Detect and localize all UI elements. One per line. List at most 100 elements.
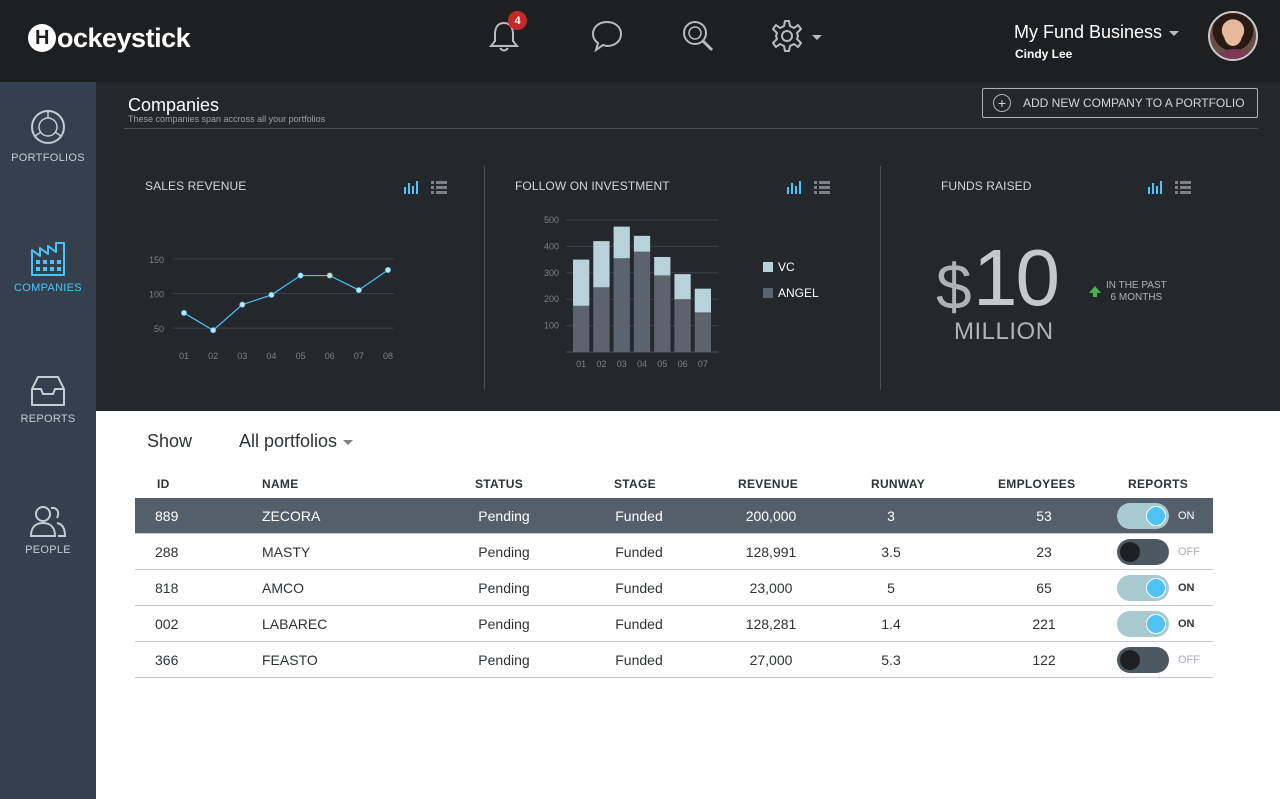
follow-y-tick-label: 100: [544, 321, 559, 331]
sales-point: [326, 272, 333, 279]
follow-y-tick-label: 500: [544, 215, 559, 225]
funds-raised-title: FUNDS RAISED: [941, 179, 1032, 193]
cell-status: Pending: [478, 544, 530, 560]
cell-name: ZECORA: [262, 508, 321, 524]
legend-item-vc: VC: [763, 260, 819, 274]
follow-view-toggles: [786, 180, 831, 194]
cell-revenue: 128,281: [745, 616, 797, 632]
settings-chevron-down-icon[interactable]: [812, 35, 822, 40]
reports-toggle[interactable]: [1117, 503, 1169, 529]
avatar[interactable]: [1208, 11, 1258, 61]
reports-toggle-label: ON: [1178, 582, 1195, 594]
sidebar-label-reports: REPORTS: [20, 413, 76, 425]
sidebar-label-people: PEOPLE: [25, 544, 71, 556]
toggle-knob: [1120, 542, 1140, 562]
cell-stage: Funded: [615, 544, 663, 560]
funds-currency: $: [936, 251, 972, 323]
follow-investment-chart: 100 200 300 400 500 01 02 03 04 05 06 07: [544, 215, 718, 369]
cell-status: Pending: [478, 652, 530, 668]
table-row[interactable]: 818 AMCO Pending Funded 23,000 5 65 ON: [135, 570, 1213, 606]
avatar-face: [1224, 24, 1242, 46]
table-row[interactable]: 288 MASTY Pending Funded 128,991 3.5 23 OFF: [135, 534, 1213, 570]
cell-runway: 3: [887, 508, 895, 524]
chevron-down-icon: [343, 439, 354, 445]
follow-x-tick-label: 04: [637, 359, 647, 369]
cell-stage: Funded: [615, 508, 663, 524]
follow-bar-angel: [694, 312, 711, 352]
column-header-reports[interactable]: REPORTS: [1128, 477, 1189, 491]
follow-bar-vc: [593, 241, 610, 288]
sales-view-toggles: [403, 180, 448, 194]
column-header-name[interactable]: NAME: [262, 477, 299, 491]
bar-chart-icon[interactable]: [403, 180, 421, 194]
sidebar-item-portfolios[interactable]: PORTFOLIOS: [0, 108, 96, 164]
gear-icon: [772, 20, 802, 52]
column-header-revenue[interactable]: REVENUE: [738, 477, 799, 491]
cell-employees: 65: [1036, 580, 1052, 596]
cell-revenue: 27,000: [749, 652, 793, 668]
list-icon[interactable]: [430, 180, 448, 194]
column-header-runway[interactable]: RUNWAY: [871, 477, 926, 491]
cell-id: 889: [155, 508, 179, 524]
legend-swatch-angel: [763, 288, 773, 298]
sales-revenue-title: SALES REVENUE: [145, 179, 247, 193]
sidebar-label-portfolios: PORTFOLIOS: [11, 152, 85, 164]
cell-revenue: 128,991: [745, 544, 797, 560]
sidebar-item-companies[interactable]: COMPANIES: [0, 242, 96, 294]
follow-y-tick-label: 200: [544, 294, 559, 304]
follow-x-tick-label: 07: [698, 359, 708, 369]
list-icon[interactable]: [813, 180, 831, 194]
sales-x-tick-label: 02: [208, 351, 218, 361]
search-icon: [683, 21, 714, 52]
trend-up-icon-stem: [1093, 292, 1097, 297]
messages-button[interactable]: [589, 18, 625, 54]
follow-x-tick-label: 02: [596, 359, 606, 369]
user-name: Cindy Lee: [1015, 47, 1073, 61]
logo-text: ockeystick: [57, 22, 191, 53]
bar-chart-icon[interactable]: [1147, 180, 1165, 194]
add-company-button[interactable]: + ADD NEW COMPANY TO A PORTFOLIO: [982, 88, 1258, 118]
sidebar-item-people[interactable]: PEOPLE: [0, 504, 96, 556]
cell-employees: 122: [1032, 652, 1056, 668]
reports-toggle[interactable]: [1117, 611, 1169, 637]
reports-toggle[interactable]: [1117, 539, 1169, 565]
bar-chart-icon[interactable]: [786, 180, 804, 194]
follow-bar-angel: [633, 251, 651, 352]
cell-id: 002: [155, 616, 179, 632]
sales-y-tick-label: 150: [149, 255, 164, 265]
account-chevron-down-icon[interactable]: [1169, 31, 1179, 36]
cell-name: FEASTO: [262, 652, 318, 668]
portfolio-select[interactable]: All portfolios: [239, 431, 354, 452]
reports-toggle[interactable]: [1117, 647, 1169, 673]
notifications-button[interactable]: 4: [486, 11, 527, 54]
list-icon[interactable]: [1174, 180, 1192, 194]
column-header-stage[interactable]: STAGE: [614, 477, 656, 491]
search-button[interactable]: [680, 18, 716, 54]
column-header-employees[interactable]: EMPLOYEES: [998, 477, 1076, 491]
follow-bar-angel: [593, 287, 610, 352]
cell-status: Pending: [478, 580, 530, 596]
chat-icon: [591, 20, 623, 53]
column-header-status[interactable]: STATUS: [475, 477, 524, 491]
follow-x-tick-label: 06: [678, 359, 688, 369]
account-name[interactable]: My Fund Business: [1014, 22, 1163, 42]
page-subtitle: These companies span accross all your po…: [128, 114, 326, 124]
reports-toggle[interactable]: [1117, 575, 1169, 601]
table-row[interactable]: 002 LABAREC Pending Funded 128,281 1.4 221 ON: [135, 606, 1213, 642]
cell-runway: 5: [887, 580, 895, 596]
avatar-shirt: [1216, 49, 1252, 59]
cell-stage: Funded: [615, 616, 663, 632]
sidebar-item-reports[interactable]: REPORTS: [0, 375, 96, 425]
table-row[interactable]: 889 ZECORA Pending Funded 200,000 3 53 ON: [135, 498, 1213, 534]
table-row[interactable]: 366 FEASTO Pending Funded 27,000 5.3 122 OFF: [135, 642, 1213, 678]
panel-divider: [484, 166, 485, 390]
cell-status: Pending: [478, 508, 530, 524]
inbox-icon: [31, 376, 65, 406]
column-header-id[interactable]: ID: [157, 477, 170, 491]
companies-table: ID NAME STATUS STAGE REVENUE RUNWAY EMPL…: [135, 472, 1213, 678]
settings-button[interactable]: [769, 18, 805, 54]
page-title: Companies: [128, 95, 220, 115]
funds-note-line2: 6 MONTHS: [1110, 292, 1163, 303]
cell-revenue: 23,000: [749, 580, 793, 596]
